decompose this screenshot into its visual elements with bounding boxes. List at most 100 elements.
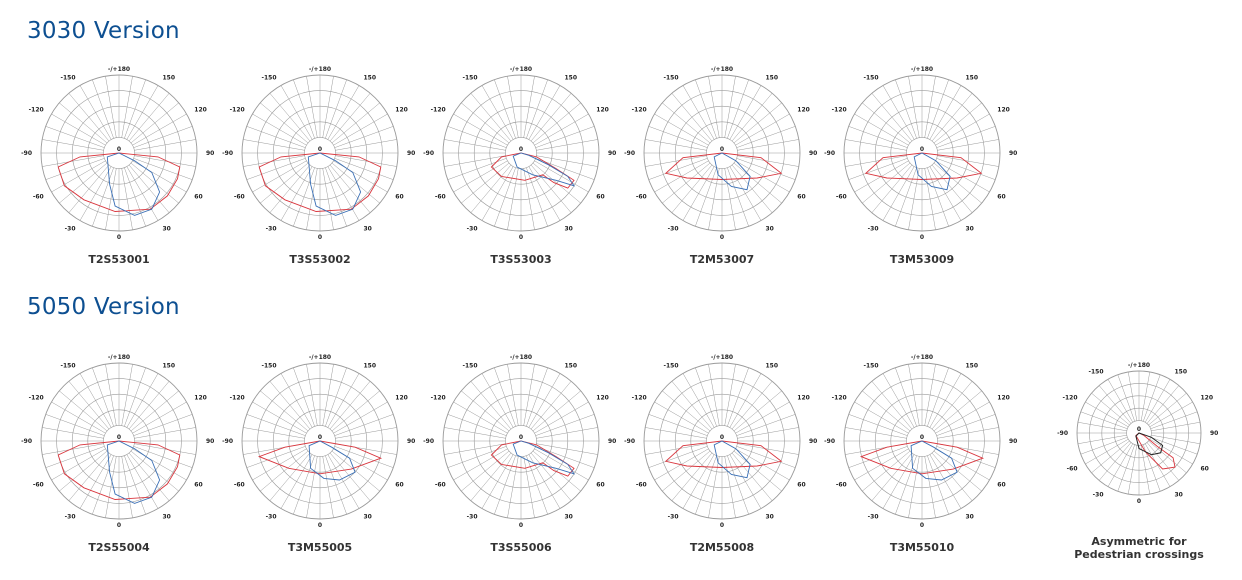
c90-270-curve (106, 440, 161, 504)
grid-spoke (727, 367, 749, 427)
grid-spoke (534, 160, 589, 193)
grid-spoke (845, 155, 907, 167)
axis-tick-label: -30 (65, 513, 76, 520)
grid-spoke (260, 450, 309, 492)
grid-spoke (133, 126, 193, 148)
grid-spoke (124, 167, 146, 227)
grid-spoke (936, 126, 996, 148)
grid-spoke (1077, 421, 1127, 432)
grid-spoke (682, 454, 715, 509)
grid-spoke (737, 443, 799, 455)
grid-spoke (494, 79, 516, 139)
grid-spoke (695, 79, 717, 139)
grid-spoke (1150, 437, 1198, 455)
grid-spoke (648, 446, 708, 468)
grid-spoke (306, 456, 318, 518)
grid-spoke (1151, 434, 1201, 445)
axis-tick-label: -90 (222, 150, 233, 157)
axis-tick-label: -90 (423, 150, 434, 157)
grid-spoke (130, 450, 179, 492)
axis-tick-label: 30 (565, 513, 573, 520)
grid-spoke (929, 373, 962, 428)
polar-diagram-T3S53002: -/+180 0 0 -150 -120 -90 -60 -30 150 120 90 60 30 T3… (222, 65, 415, 266)
grid-spoke (133, 158, 193, 180)
grid-spoke (871, 93, 913, 142)
axis-tick-label: -60 (234, 194, 245, 201)
axis-tick-label: 0 (318, 146, 322, 153)
polar-chart: -/+180 0 0 -150 -120 -90 -60 -30 150 120 90 60 30 (824, 66, 1017, 241)
polar-chart: -/+180 0 0 -150 -120 -90 -60 -30 150 120 90 60 30 (222, 66, 415, 241)
axis-tick-label: 0 (720, 522, 724, 529)
grid-spoke (453, 160, 508, 193)
axis-tick-label: 120 (596, 395, 609, 402)
grid-spoke (306, 168, 318, 230)
grid-spoke (481, 454, 514, 509)
axis-tick-label: 150 (766, 363, 779, 370)
grid-spoke (854, 401, 909, 434)
grid-spoke (322, 168, 334, 230)
grid-spoke (535, 414, 595, 436)
grid-spoke (134, 139, 196, 151)
axis-tick-label: -90 (824, 438, 835, 445)
axis-tick-label: -120 (632, 107, 647, 114)
grid-spoke (335, 155, 397, 167)
grid-spoke (924, 364, 936, 426)
grid-spoke (645, 139, 707, 151)
grid-spoke (1148, 392, 1187, 426)
polar-chart: -/+180 0 0 -150 -120 -90 -60 -30 150 120 90 60 30 (423, 354, 616, 529)
grid-spoke (882, 85, 915, 140)
grid-spoke (128, 93, 170, 142)
grid-spoke (530, 164, 572, 213)
axis-tick-label: 0 (1137, 426, 1141, 433)
axis-tick-label: 150 (364, 363, 377, 370)
axis-tick-label: 120 (596, 107, 609, 114)
grid-spoke (243, 427, 305, 439)
grid-spoke (325, 167, 347, 227)
c0-180-curve (664, 440, 783, 468)
grid-spoke (444, 155, 506, 167)
grid-spoke (252, 401, 307, 434)
grid-spoke (895, 167, 917, 227)
grid-spoke (128, 164, 170, 213)
grid-spoke (862, 450, 911, 492)
axis-tick-label: 120 (194, 107, 207, 114)
axis-tick-label: -150 (261, 75, 276, 82)
grid-spoke (1117, 374, 1135, 422)
grid-spoke (133, 414, 193, 436)
axis-tick-label: 0 (117, 522, 121, 529)
grid-spoke (260, 390, 309, 432)
grid-spoke (269, 452, 311, 501)
grid-spoke (447, 446, 507, 468)
axis-tick-label: 90 (407, 438, 415, 445)
axis-tick-label: 30 (565, 225, 573, 232)
grid-spoke (729, 373, 762, 428)
axis-tick-label: -150 (863, 75, 878, 82)
axis-tick-label: 90 (1210, 430, 1218, 437)
grid-spoke (523, 364, 535, 426)
grid-spoke (331, 390, 380, 432)
axis-tick-label: -90 (21, 150, 32, 157)
grid-spoke (51, 448, 106, 481)
diagram-caption: T2S55004 (88, 541, 150, 554)
grid-spoke (246, 158, 306, 180)
axis-tick-label: 30 (364, 225, 372, 232)
grid-spoke (929, 454, 962, 509)
grid-spoke (1091, 440, 1130, 474)
grid-spoke (105, 456, 117, 518)
grid-spoke (105, 168, 117, 230)
grid-spoke (1127, 445, 1138, 495)
axis-tick-label: -150 (1088, 369, 1103, 376)
grid-spoke (908, 364, 920, 426)
axis-tick-label: -60 (435, 482, 446, 489)
grid-spoke (924, 76, 936, 138)
axis-tick-label: -120 (832, 395, 847, 402)
grid-spoke (729, 454, 762, 509)
grid-spoke (737, 139, 799, 151)
grid-spoke (536, 427, 598, 439)
c90-270-curve (913, 152, 951, 191)
diagram-caption: T3M55005 (287, 541, 353, 554)
grid-spoke (1080, 411, 1128, 429)
axis-tick-label: -30 (65, 225, 76, 232)
axis-tick-label: -120 (230, 395, 245, 402)
axis-tick-label: 60 (194, 194, 202, 201)
